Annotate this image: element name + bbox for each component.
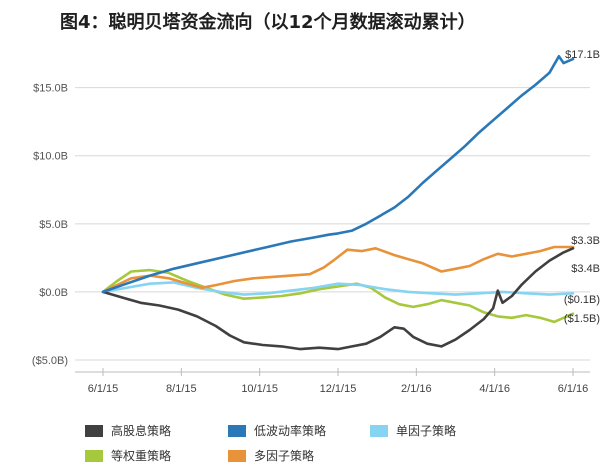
y-tick-label: $10.0B <box>33 151 68 163</box>
x-tick-label: 10/1/15 <box>241 383 278 395</box>
y-tick-label: $0.0B <box>39 287 68 299</box>
series-line-1 <box>101 247 575 351</box>
x-axis-ticks: 6/1/15 8/1/15 10/1/15 12/1/15 2/1/16 4/1/16 6/… <box>75 368 590 395</box>
end-labels: $3.4B $17.1B ($0.1B) ($1.5B) $3.3B <box>564 49 600 325</box>
series-line-3 <box>101 281 575 296</box>
series-line-4 <box>101 268 575 324</box>
x-tick-label: 2/1/16 <box>401 383 432 395</box>
series-lines <box>101 55 575 351</box>
y-tick-label: ($5.0B) <box>32 355 68 367</box>
end-value-label: ($0.1B) <box>564 294 600 306</box>
x-tick-label: 4/1/16 <box>479 383 510 395</box>
x-tick-label: 6/1/16 <box>558 383 589 395</box>
x-tick-label: 8/1/15 <box>166 383 197 395</box>
series-line-2 <box>101 55 575 294</box>
y-tick-label: $15.0B <box>33 83 68 95</box>
end-value-label: $3.4B <box>571 263 600 275</box>
series-line-5 <box>101 245 575 294</box>
chart-title: 图4：聪明贝塔资金流向（以12个月数据滚动累计） <box>60 12 476 33</box>
end-value-label: ($1.5B) <box>564 313 600 325</box>
x-tick-label: 12/1/15 <box>320 383 357 395</box>
gridlines <box>75 87 590 361</box>
y-axis-ticks: ($5.0B) $0.0B $5.0B $10.0B $15.0B <box>32 83 68 367</box>
x-tick-label: 6/1/15 <box>88 383 119 395</box>
end-value-label: $3.3B <box>571 235 600 247</box>
y-tick-label: $5.0B <box>39 219 68 231</box>
end-value-label: $17.1B <box>565 49 600 61</box>
